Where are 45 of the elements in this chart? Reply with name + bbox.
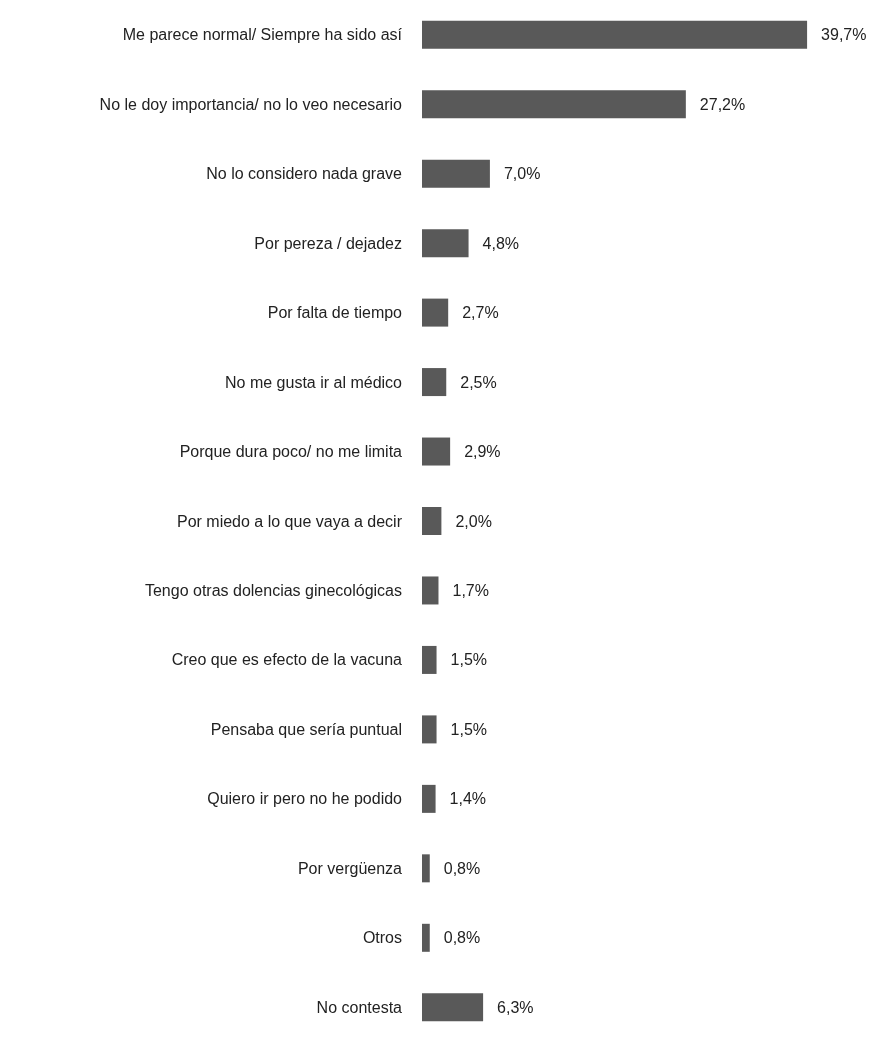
y-tick-label: Por miedo a lo que vaya a decir: [176, 512, 403, 530]
bar: [422, 784, 436, 813]
bar: [422, 854, 430, 883]
data-label: 2,9%: [464, 443, 501, 461]
data-label: 2,7%: [462, 304, 499, 322]
bar: [422, 923, 430, 952]
bar: [422, 20, 808, 49]
y-tick-label: Por falta de tiempo: [267, 304, 403, 322]
data-label: 4,8%: [482, 234, 520, 252]
y-tick-label: Otros: [362, 929, 402, 947]
y-tick-label: No lo considero nada grave: [206, 165, 403, 183]
bar: [422, 229, 469, 258]
bar: [422, 507, 442, 535]
bar: [422, 368, 447, 397]
data-label: 6,3%: [497, 998, 534, 1016]
bar: [422, 159, 490, 188]
data-label: 2,0%: [455, 512, 492, 530]
y-tick-label: Por pereza / dejadez: [254, 234, 402, 252]
data-label: 39,7%: [821, 26, 867, 44]
bar: [422, 715, 437, 744]
data-label: 27,2%: [699, 95, 746, 113]
bar: [422, 993, 484, 1022]
y-tick-label: No contesta: [316, 998, 403, 1016]
data-label: 1,5%: [450, 720, 488, 738]
bar: [422, 576, 439, 605]
bar: [422, 298, 449, 327]
y-tick-label: Me parece normal/ Siempre ha sido así: [122, 26, 403, 44]
y-tick-label: No le doy importancia/ no lo veo necesario: [99, 95, 403, 113]
y-tick-label: Pensaba que sería puntual: [210, 720, 402, 738]
data-label: 7,0%: [503, 165, 541, 183]
bar: [422, 90, 686, 119]
y-tick-label: No me gusta ir al médico: [225, 373, 403, 391]
data-label: 1,5%: [450, 651, 488, 669]
data-label: 1,7%: [452, 581, 489, 599]
data-label: 0,8%: [443, 859, 481, 877]
bar: [422, 437, 451, 466]
data-label: 1,4%: [449, 790, 487, 808]
data-label: 0,8%: [443, 929, 481, 947]
y-tick-label: Quiero ir pero no he podido: [207, 790, 403, 808]
y-tick-label: Tengo otras dolencias ginecológicas: [144, 581, 402, 599]
bar: [422, 645, 437, 674]
y-tick-label: Porque dura poco/ no me limita: [179, 443, 403, 461]
data-label: 2,5%: [460, 373, 497, 391]
y-tick-label: Creo que es efecto de la vacuna: [171, 651, 403, 669]
y-tick-label: Por vergüenza: [297, 859, 403, 877]
